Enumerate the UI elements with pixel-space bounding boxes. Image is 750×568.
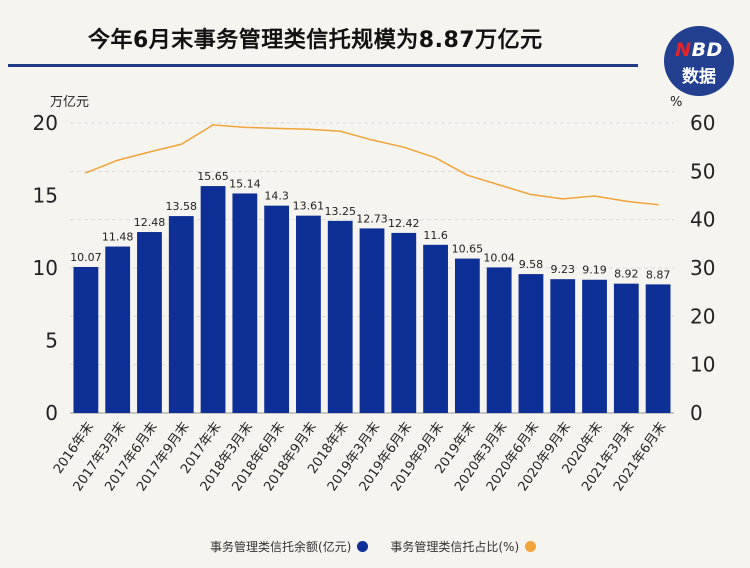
bar-value-label: 11.6	[423, 229, 448, 242]
share-point	[466, 174, 469, 176]
bar	[232, 193, 258, 413]
y-right-tick-label: 10	[690, 353, 715, 377]
bar-value-label: 12.48	[134, 216, 166, 229]
bar-value-label: 10.04	[483, 251, 515, 264]
share-point	[339, 130, 342, 133]
chart-legend: 事务管理类信托余额(亿元) 事务管理类信托占比(%)	[210, 538, 558, 555]
bar-value-label: 8.92	[614, 268, 639, 281]
share-point	[498, 184, 500, 186]
share-point	[244, 126, 246, 129]
bar-value-label: 9.58	[519, 258, 544, 271]
bar-value-label: 13.61	[293, 200, 325, 213]
nbd-logo: NBD 数据	[664, 26, 734, 96]
bar	[645, 284, 671, 413]
y-right-tick-label: 40	[690, 208, 715, 232]
chart-title: 今年6月末事务管理类信托规模为8.87万亿元	[88, 28, 543, 53]
share-point	[212, 124, 214, 126]
share-point	[275, 127, 278, 130]
bar-value-label: 14.3	[264, 190, 289, 203]
share-point	[180, 143, 183, 146]
bar	[359, 228, 385, 413]
share-point	[593, 195, 596, 197]
bar	[486, 267, 512, 413]
share-point	[307, 128, 310, 131]
share-point	[434, 157, 437, 159]
bar-value-label: 8.87	[646, 268, 671, 281]
bar-value-label: 11.48	[102, 231, 134, 244]
bar-value-label: 10.65	[452, 243, 484, 256]
legend-item-share: 事务管理类信托占比(%)	[390, 538, 537, 555]
y-right-axis-label: %	[670, 95, 682, 110]
share-point	[561, 198, 564, 200]
y-right-tick-label: 30	[690, 256, 715, 280]
bar	[105, 246, 131, 413]
bar	[137, 232, 162, 413]
share-point	[85, 171, 87, 174]
y-right-tick-label: 60	[690, 111, 715, 135]
share-point	[530, 193, 532, 196]
bar	[73, 266, 99, 413]
bar-value-label: 13.25	[324, 205, 356, 218]
logo-text-top: NBD	[675, 39, 723, 61]
bar	[454, 258, 480, 413]
bar	[391, 232, 417, 413]
bar	[550, 279, 576, 413]
y-left-tick-label: 5	[45, 329, 58, 353]
bar-value-label: 15.65	[197, 170, 229, 183]
bar-value-label: 12.73	[356, 212, 388, 225]
y-right-tick-label: 50	[690, 159, 715, 183]
y-right-tick-label: 20	[690, 304, 715, 328]
bar	[327, 220, 353, 413]
share-point	[148, 151, 151, 153]
legend-label-balance: 事务管理类信托余额(亿元)	[210, 540, 352, 554]
bar	[423, 244, 448, 413]
share-point	[402, 146, 405, 148]
bar	[296, 215, 321, 413]
share-line	[85, 124, 659, 206]
bar	[613, 283, 639, 413]
bar-value-label: 9.23	[550, 263, 575, 276]
share-point	[116, 159, 119, 162]
bar	[582, 279, 607, 413]
bar-value-label: 10.07	[70, 251, 102, 264]
bar	[518, 274, 544, 413]
bar	[200, 186, 226, 413]
legend-dot-balance	[357, 541, 369, 552]
legend-label-share: 事务管理类信托占比(%)	[390, 540, 520, 554]
y-left-tick-label: 15	[33, 184, 58, 208]
title-underline	[8, 64, 638, 67]
y-left-axis-label: 万亿元	[50, 95, 89, 110]
bar	[168, 216, 194, 413]
share-point	[657, 203, 659, 206]
share-point	[625, 200, 628, 203]
logo-text-bottom: 数据	[682, 67, 716, 87]
share-point	[371, 139, 373, 141]
y-left-tick-label: 20	[33, 111, 58, 135]
bar-value-label: 15.14	[229, 177, 261, 190]
bar-value-label: 13.58	[166, 200, 198, 213]
legend-dot-share	[525, 541, 537, 552]
bar-value-label: 12.42	[388, 217, 420, 230]
bar-value-label: 9.19	[582, 264, 607, 277]
legend-item-balance: 事务管理类信托余额(亿元)	[210, 538, 369, 555]
y-left-tick-label: 10	[33, 256, 58, 280]
y-left-tick-label: 0	[45, 401, 58, 425]
y-right-tick-label: 0	[690, 401, 703, 425]
bar	[264, 205, 290, 413]
